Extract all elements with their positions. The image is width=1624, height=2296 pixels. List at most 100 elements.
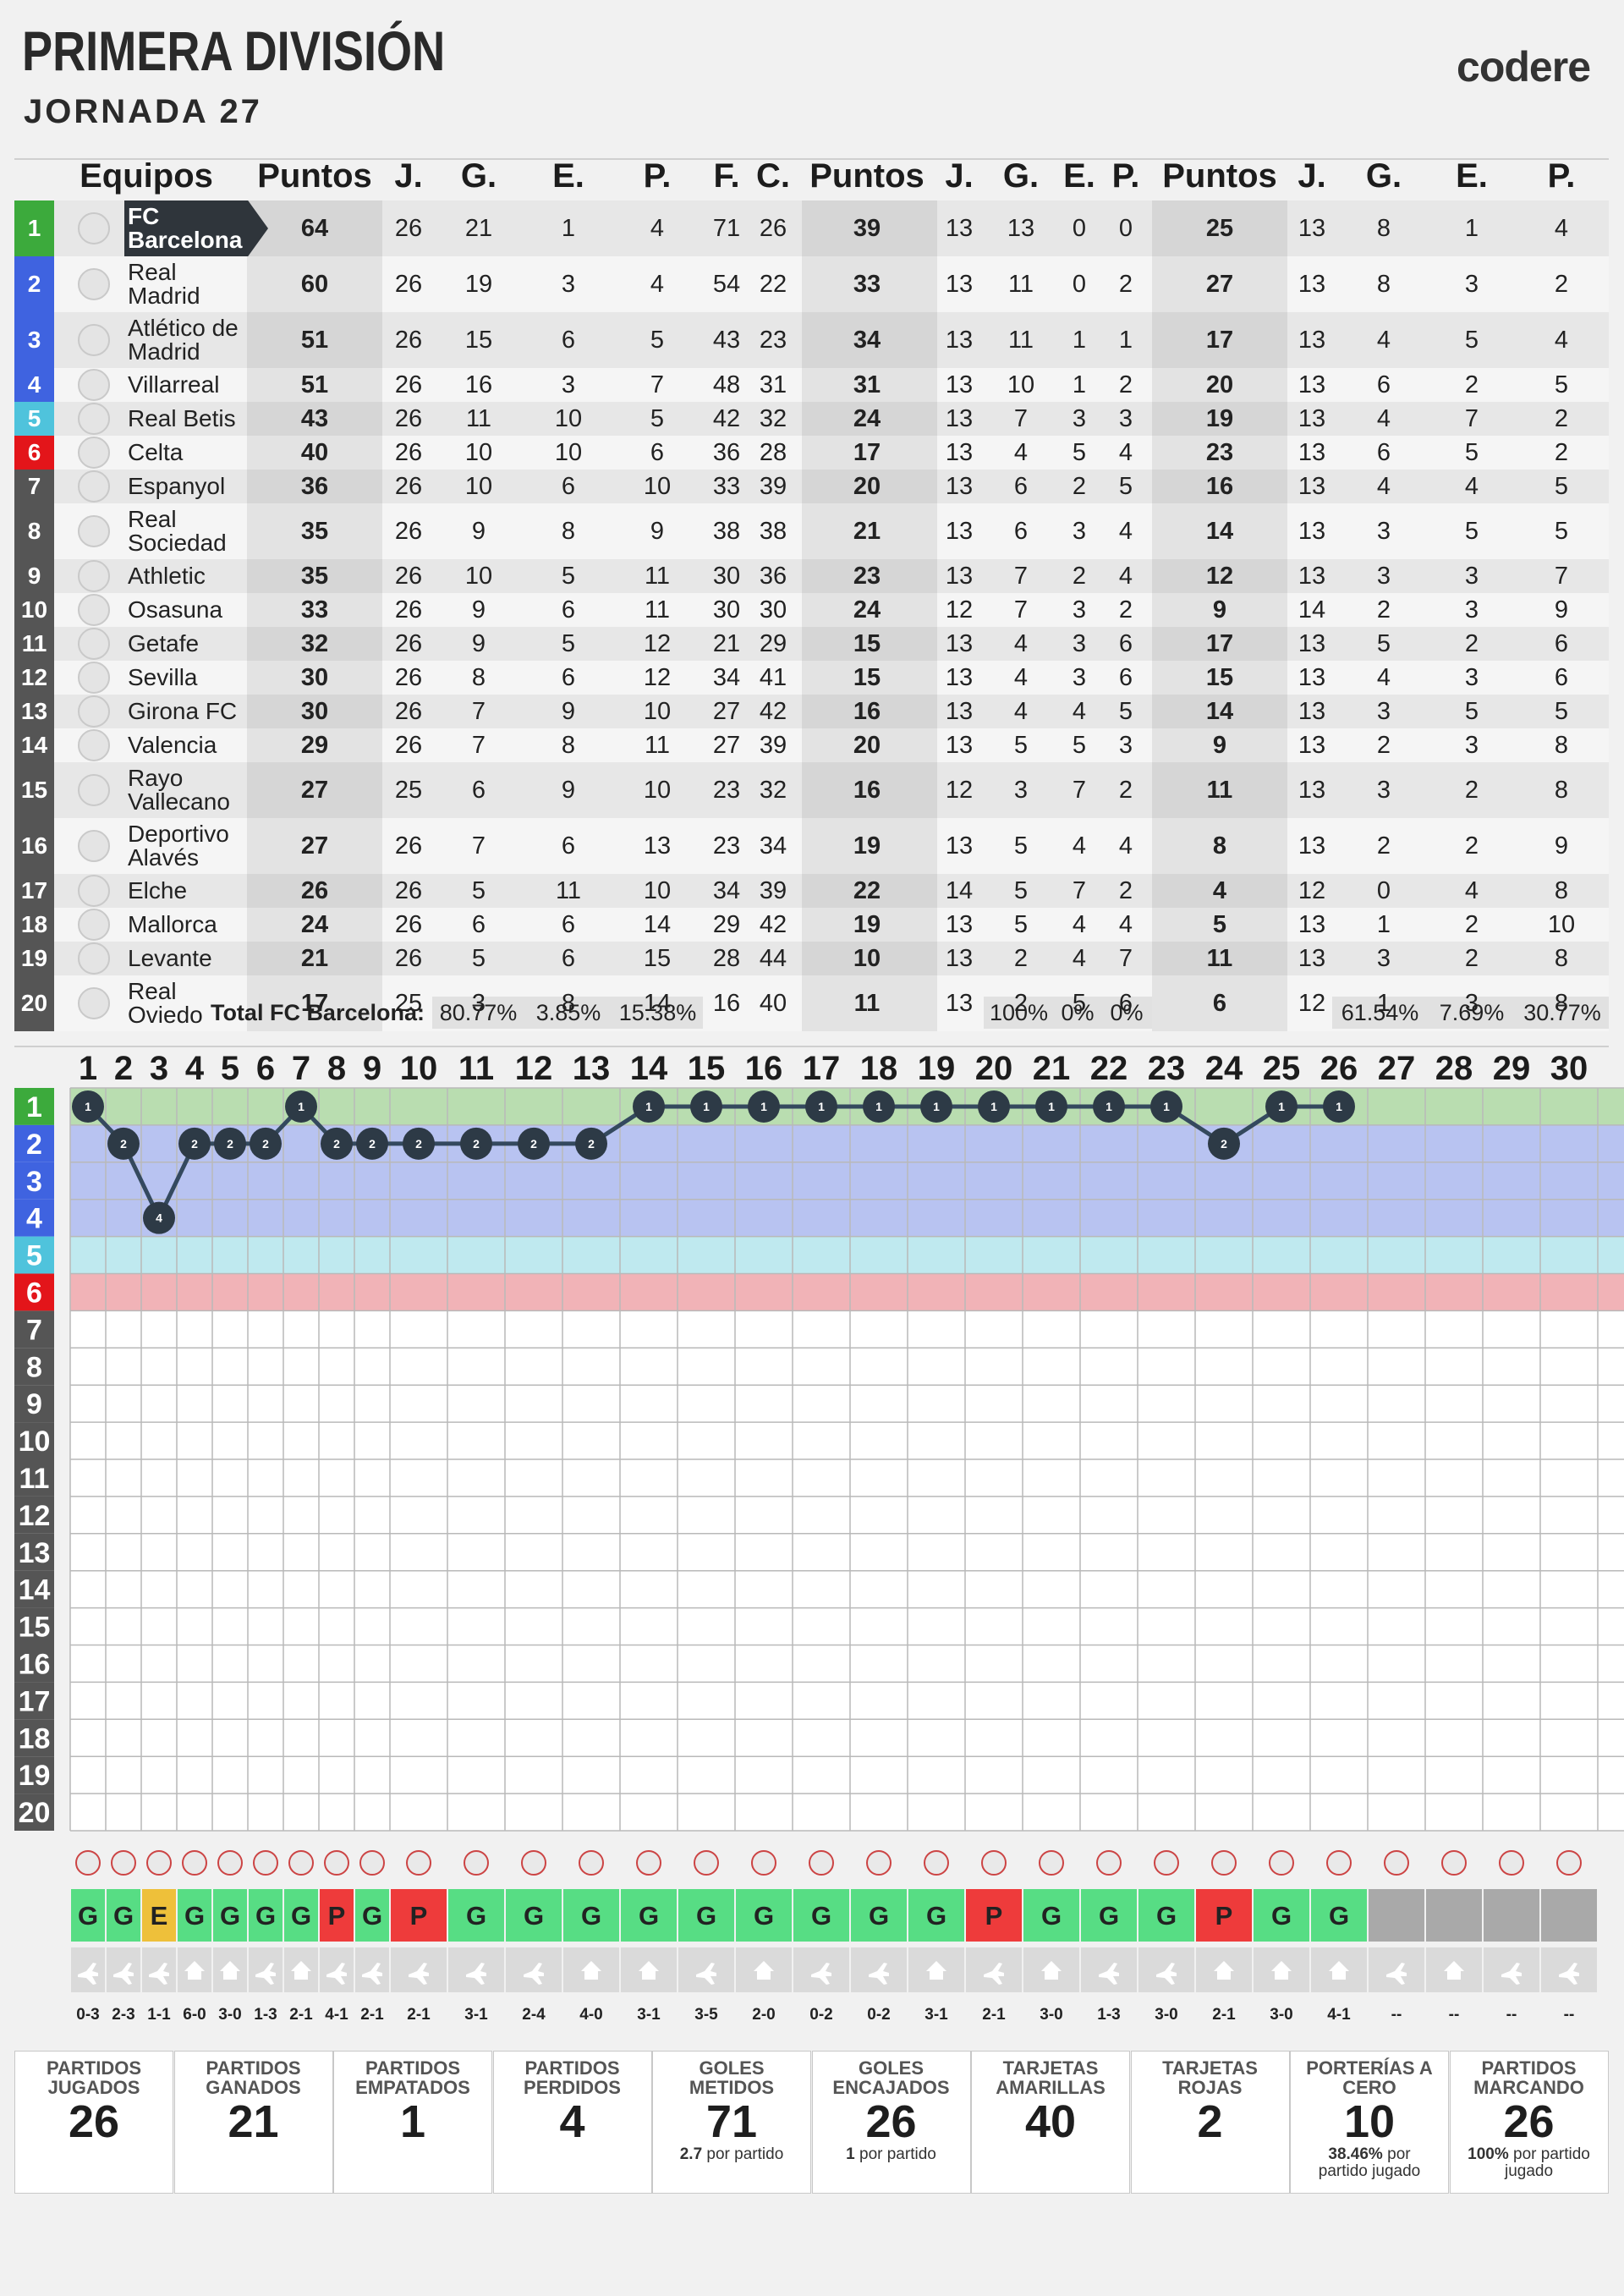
score: 3-0 xyxy=(1270,2006,1292,2024)
stat-cell: 3 xyxy=(1118,404,1133,432)
stat-cell: 6 xyxy=(561,326,576,354)
stat-cell: 2 xyxy=(1376,731,1391,759)
row-label: 1 xyxy=(26,1091,42,1123)
stat-cell: 7 xyxy=(1013,562,1029,590)
row-label-bg xyxy=(14,1310,54,1348)
away-icon xyxy=(466,1963,486,1985)
stat-cell: 20 xyxy=(853,472,881,500)
stat-cell: 13 xyxy=(945,629,974,657)
stat-cell: 3 xyxy=(1464,663,1479,691)
home-icon xyxy=(754,1961,774,1980)
away-icon xyxy=(696,1963,716,1985)
stat-cell: 10 xyxy=(464,472,493,500)
stat-cell: 28 xyxy=(712,944,741,972)
team-name: Mallorca xyxy=(128,911,217,937)
stat-cell: 3 xyxy=(1013,776,1029,804)
row-label: 13 xyxy=(19,1537,51,1569)
stat-cell: 24 xyxy=(853,404,881,432)
away-icon xyxy=(1156,1963,1177,1985)
row-band xyxy=(70,1682,1624,1720)
stat-cell: 3 xyxy=(1072,404,1087,432)
stat-cell: 14 xyxy=(1205,517,1234,545)
points-band xyxy=(247,762,382,818)
result-cell xyxy=(506,1889,562,1942)
points-band xyxy=(802,818,937,874)
stat-cell: 1 xyxy=(1118,326,1133,354)
stat-note-text: por partido jugado xyxy=(1504,2145,1590,2180)
stat-cell: 71 xyxy=(712,214,741,242)
stat-cell: 31 xyxy=(759,371,787,398)
result-label: G xyxy=(184,1901,205,1931)
stat-cell: 9 xyxy=(471,629,486,657)
result-cell xyxy=(908,1889,964,1942)
points-band xyxy=(802,312,937,368)
jornada-label: 6 xyxy=(256,1050,275,1087)
stat-cell: 33 xyxy=(300,596,329,623)
result-label: G xyxy=(1099,1901,1119,1931)
stat-cell: 11 xyxy=(1206,944,1233,972)
stat-cell: 34 xyxy=(712,663,741,691)
team-name: Celta xyxy=(128,439,184,465)
position: 5 xyxy=(14,402,54,436)
position-dot xyxy=(1208,1127,1240,1160)
stat-cell: 26 xyxy=(394,562,423,590)
stat-cell: 4 xyxy=(1554,326,1569,354)
jornada-label: 2 xyxy=(114,1050,133,1087)
stat-cell: 13 xyxy=(1298,404,1326,432)
position-dot xyxy=(1093,1090,1125,1123)
result-cell xyxy=(851,1889,907,1942)
stat-cell: 13 xyxy=(1007,214,1035,242)
stat-cell: 5 xyxy=(1013,832,1029,860)
points-band xyxy=(802,728,937,762)
points-band xyxy=(802,593,937,627)
stat-cell: 11 xyxy=(1007,270,1034,298)
brand-logo: codere xyxy=(1457,43,1591,91)
table-row: 11 Getafe 32 26 9 5 12 21 29 15 13 4 3 6 17 13 5 2 6 xyxy=(14,627,1609,661)
stat-cell: 1 xyxy=(1464,214,1479,242)
opponent-crest xyxy=(75,1850,101,1876)
stat-cell: 4 xyxy=(1013,697,1029,725)
stat-cell: 23 xyxy=(853,562,881,590)
row-label-bg xyxy=(14,1162,54,1200)
position: 18 xyxy=(14,908,54,942)
score: 2-1 xyxy=(1212,2006,1236,2024)
result-label: G xyxy=(581,1901,601,1931)
score: 2-1 xyxy=(360,2006,384,2024)
points-band xyxy=(802,975,937,1031)
row-label: 7 xyxy=(26,1314,42,1346)
home-icon xyxy=(639,1961,659,1980)
title: PRIMERA DIVISIÓN xyxy=(22,19,446,82)
result-label: G xyxy=(524,1901,544,1931)
stat-cell: 32 xyxy=(759,776,787,804)
position-dot-label: 1 xyxy=(818,1100,825,1113)
stat-value: 26 xyxy=(865,2096,917,2147)
score: 2-1 xyxy=(289,2006,313,2024)
jornada-label: 25 xyxy=(1263,1050,1301,1087)
stat-cell: 21 xyxy=(300,944,329,972)
stat-cell: 13 xyxy=(1298,326,1326,354)
position: 15 xyxy=(14,762,54,818)
stat-box: TARJETAS ROJAS 2 xyxy=(1130,2051,1290,2194)
result-label: G xyxy=(220,1901,240,1931)
stat-cell: 33 xyxy=(712,472,741,500)
total-value: 100% xyxy=(984,997,1054,1029)
column-header: P. xyxy=(1547,157,1576,195)
position-dot xyxy=(863,1090,895,1123)
points-band xyxy=(802,762,937,818)
result-label: G xyxy=(811,1901,831,1931)
result-cell xyxy=(678,1889,734,1942)
stat-cell: 10 xyxy=(1007,371,1035,398)
stat-value: 40 xyxy=(1024,2096,1077,2147)
home-icon xyxy=(220,1961,240,1980)
stat-cell: 14 xyxy=(643,910,672,938)
stat-box: PORTERÍAS A CERO 10 38.46% por partido jug… xyxy=(1290,2051,1449,2194)
stat-cell: 13 xyxy=(945,214,974,242)
stat-cell: 34 xyxy=(712,876,741,904)
points-band xyxy=(247,728,382,762)
stat-box: TARJETAS AMARILLAS 40 xyxy=(971,2051,1130,2194)
column-header: F. xyxy=(713,157,740,195)
stat-cell: 8 xyxy=(1554,776,1569,804)
stat-cell: 2 xyxy=(1464,944,1479,972)
stat-cell: 33 xyxy=(853,270,881,298)
stat-cell: 16 xyxy=(853,697,881,725)
